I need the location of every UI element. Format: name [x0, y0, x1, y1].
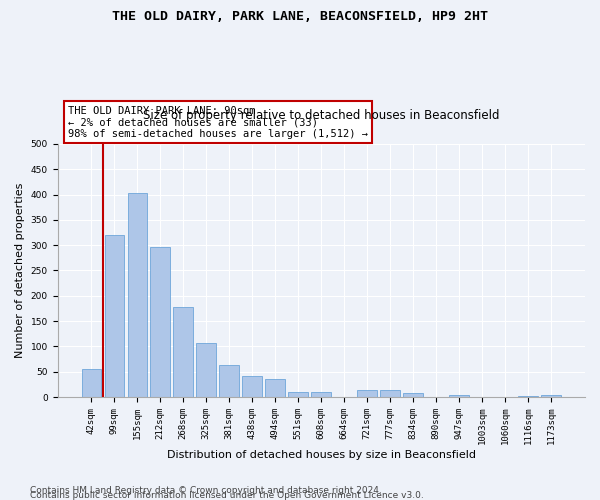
Bar: [311, 392, 331, 397]
Bar: [242, 376, 262, 397]
Bar: [358, 390, 377, 397]
Title: Size of property relative to detached houses in Beaconsfield: Size of property relative to detached ho…: [143, 109, 500, 122]
Bar: [518, 396, 538, 397]
Bar: [82, 369, 101, 397]
Bar: [173, 307, 193, 397]
Bar: [104, 235, 124, 397]
Bar: [265, 379, 285, 397]
Text: Contains public sector information licensed under the Open Government Licence v3: Contains public sector information licen…: [30, 490, 424, 500]
Bar: [449, 394, 469, 397]
Bar: [220, 365, 239, 397]
Y-axis label: Number of detached properties: Number of detached properties: [15, 183, 25, 358]
Bar: [380, 390, 400, 397]
Bar: [128, 193, 147, 397]
Bar: [541, 394, 561, 397]
Text: THE OLD DAIRY PARK LANE: 90sqm
← 2% of detached houses are smaller (33)
98% of s: THE OLD DAIRY PARK LANE: 90sqm ← 2% of d…: [68, 106, 368, 139]
Bar: [289, 392, 308, 397]
Text: Contains HM Land Registry data © Crown copyright and database right 2024.: Contains HM Land Registry data © Crown c…: [30, 486, 382, 495]
X-axis label: Distribution of detached houses by size in Beaconsfield: Distribution of detached houses by size …: [167, 450, 476, 460]
Bar: [403, 393, 423, 397]
Bar: [151, 246, 170, 397]
Text: THE OLD DAIRY, PARK LANE, BEACONSFIELD, HP9 2HT: THE OLD DAIRY, PARK LANE, BEACONSFIELD, …: [112, 10, 488, 23]
Bar: [196, 343, 216, 397]
